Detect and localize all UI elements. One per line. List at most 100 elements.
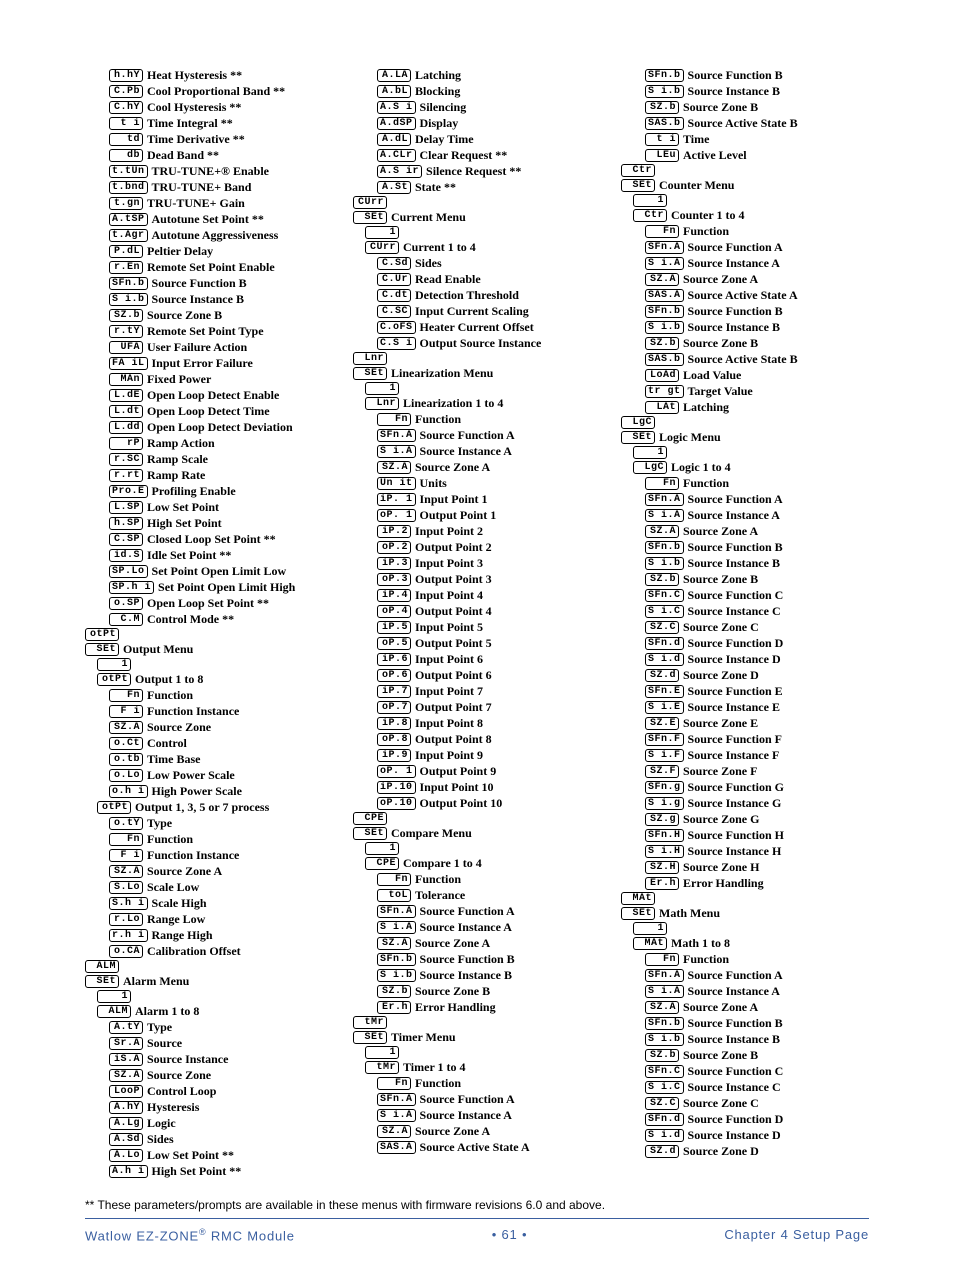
display-code: h.SP xyxy=(109,517,143,530)
display-code: oP. 1 xyxy=(377,509,416,522)
param-label: Source Function A xyxy=(420,904,515,919)
param-row: S.LoScale Low xyxy=(109,880,333,895)
param-label: TRU-TUNE+ Band xyxy=(152,180,252,195)
param-label: Source Instance E xyxy=(688,700,780,715)
param-label: Dead Band ** xyxy=(147,148,219,163)
display-code: h.hY xyxy=(109,69,143,82)
param-row: A.LoLow Set Point ** xyxy=(109,1148,333,1163)
param-label: Source Zone A xyxy=(683,272,758,287)
param-label: Cool Hysteresis ** xyxy=(147,100,241,115)
param-label: Source Instance A xyxy=(420,444,512,459)
param-row: o.CACalibration Offset xyxy=(109,944,333,959)
param-label: Source Zone E xyxy=(683,716,758,731)
param-label: Idle Set Point ** xyxy=(147,548,231,563)
display-code: SEt xyxy=(85,975,119,988)
display-code: S i.b xyxy=(377,969,416,982)
display-code: A.hY xyxy=(109,1101,143,1114)
display-code: LEu xyxy=(645,149,679,162)
param-row: SFn.HSource Function H xyxy=(645,828,869,843)
param-label: Source Zone A xyxy=(683,1000,758,1015)
param-row: SAS.bSource Active State B xyxy=(645,116,869,131)
param-row: SFn.gSource Function G xyxy=(645,780,869,795)
param-label: High Power Scale xyxy=(152,784,242,799)
display-code: S i.A xyxy=(645,985,684,998)
display-code: S i.A xyxy=(645,509,684,522)
param-label: Source Instance F xyxy=(688,748,780,763)
param-row: ALMAlarm 1 to 8 xyxy=(97,1004,333,1019)
display-code: SAS.A xyxy=(377,1141,416,1154)
param-label: Set Point Open Limit High xyxy=(158,580,295,595)
param-row: S i.ASource Instance A xyxy=(645,984,869,999)
page-footer: Watlow EZ-ZONE® RMC Module • 61 • Chapte… xyxy=(85,1227,869,1273)
param-row: S i.ASource Instance A xyxy=(377,920,601,935)
param-label: Fixed Power xyxy=(147,372,211,387)
display-code: SP.Lo xyxy=(109,565,148,578)
param-row: 1 xyxy=(365,1046,601,1059)
display-code: A.S ir xyxy=(377,165,422,178)
param-row: oP.6Output Point 6 xyxy=(377,668,601,683)
param-label: Counter Menu xyxy=(659,178,734,193)
param-label: Output Point 2 xyxy=(415,540,492,555)
param-row: S i.dSource Instance D xyxy=(645,652,869,667)
param-row: r.rtRamp Rate xyxy=(109,468,333,483)
param-label: Source Zone B xyxy=(147,308,222,323)
param-row: SZ.gSource Zone G xyxy=(645,812,869,827)
param-row: SZ.bSource Zone B xyxy=(645,336,869,351)
param-row: SZ.ASource Zone A xyxy=(377,460,601,475)
param-label: Output Point 10 xyxy=(420,796,503,811)
param-row: F iFunction Instance xyxy=(109,848,333,863)
param-label: Tolerance xyxy=(415,888,465,903)
display-code: SFn.b xyxy=(645,305,684,318)
param-label: Heat Hysteresis ** xyxy=(147,68,242,83)
display-code: S i.b xyxy=(645,85,684,98)
display-code: SFn.A xyxy=(645,969,684,982)
display-code: ALM xyxy=(97,1005,131,1018)
param-row: oP.8Output Point 8 xyxy=(377,732,601,747)
param-row: C.UrRead Enable xyxy=(377,272,601,287)
param-row: SFn.bSource Function B xyxy=(645,304,869,319)
display-code: LAt xyxy=(645,401,679,414)
display-code: t.gn xyxy=(109,197,143,210)
param-row: S i.bSource Instance B xyxy=(645,84,869,99)
footer-page-number: • 61 • xyxy=(492,1227,528,1243)
display-code: SFn.b xyxy=(645,69,684,82)
display-code: oP.7 xyxy=(377,701,411,714)
param-label: Source Instance A xyxy=(420,1108,512,1123)
param-row: SZ.ASource Zone A xyxy=(645,524,869,539)
display-code: o.tb xyxy=(109,753,143,766)
display-code: S i.g xyxy=(645,797,684,810)
param-row: SFn.ASource Function A xyxy=(645,240,869,255)
display-code: Un it xyxy=(377,477,416,490)
display-code: r.En xyxy=(109,261,143,274)
param-label: Units xyxy=(420,476,447,491)
param-row: SZ.HSource Zone H xyxy=(645,860,869,875)
display-code: S i.A xyxy=(377,1109,416,1122)
display-code: r.h i xyxy=(109,929,148,942)
param-row: LooPControl Loop xyxy=(109,1084,333,1099)
param-row: FnFunction xyxy=(109,832,333,847)
param-row: S i.A Source Instance A xyxy=(377,1108,601,1123)
display-code: oP.3 xyxy=(377,573,411,586)
param-row: SZ.ASource Zone A xyxy=(377,936,601,951)
param-row: SFn.bSource Function B xyxy=(645,540,869,555)
param-label: Math 1 to 8 xyxy=(671,936,730,951)
param-label: Input Current Scaling xyxy=(415,304,529,319)
display-code: C.Pb xyxy=(109,85,143,98)
param-row: iP.8Input Point 8 xyxy=(377,716,601,731)
param-label: Scale High xyxy=(152,896,207,911)
param-row: iP.4Input Point 4 xyxy=(377,588,601,603)
param-label: Time Derivative ** xyxy=(147,132,245,147)
param-label: Set Point Open Limit Low xyxy=(152,564,287,579)
param-label: Function xyxy=(683,224,729,239)
param-row: FnFunction xyxy=(645,224,869,239)
param-row: SEtCounter Menu xyxy=(621,178,869,193)
param-row: L.dtOpen Loop Detect Time xyxy=(109,404,333,419)
display-code: A.Sd xyxy=(109,1133,143,1146)
param-label: Open Loop Detect Time xyxy=(147,404,270,419)
param-label: Output Point 8 xyxy=(415,732,492,747)
display-code: C.SC xyxy=(377,305,411,318)
param-row: SEtAlarm Menu xyxy=(85,974,333,989)
param-row: iP.10Input Point 10 xyxy=(377,780,601,795)
display-code: SZ.b xyxy=(645,1049,679,1062)
display-code: C.dt xyxy=(377,289,411,302)
